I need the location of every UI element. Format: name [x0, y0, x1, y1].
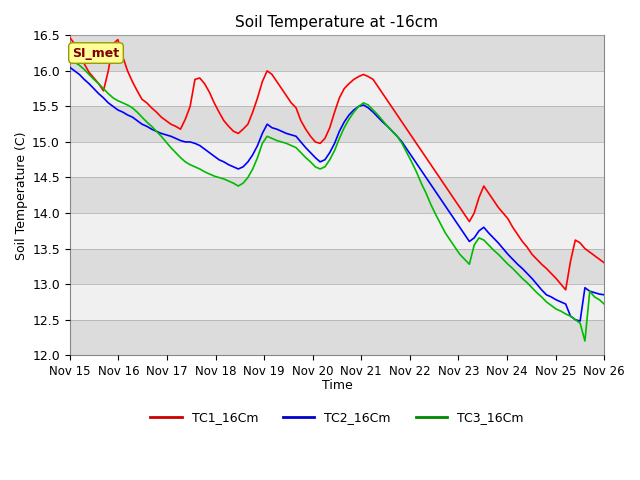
- Bar: [70, 284, 604, 320]
- Bar: [70, 71, 604, 107]
- X-axis label: Time: Time: [322, 379, 353, 392]
- Bar: [70, 142, 604, 178]
- Y-axis label: Soil Temperature (C): Soil Temperature (C): [15, 131, 28, 260]
- Text: SI_met: SI_met: [72, 47, 120, 60]
- Bar: [70, 178, 604, 213]
- Bar: [70, 36, 604, 71]
- Legend: TC1_16Cm, TC2_16Cm, TC3_16Cm: TC1_16Cm, TC2_16Cm, TC3_16Cm: [145, 406, 529, 429]
- Bar: [70, 213, 604, 249]
- Bar: [70, 320, 604, 355]
- Bar: [70, 249, 604, 284]
- Title: Soil Temperature at -16cm: Soil Temperature at -16cm: [236, 15, 438, 30]
- Bar: [70, 107, 604, 142]
